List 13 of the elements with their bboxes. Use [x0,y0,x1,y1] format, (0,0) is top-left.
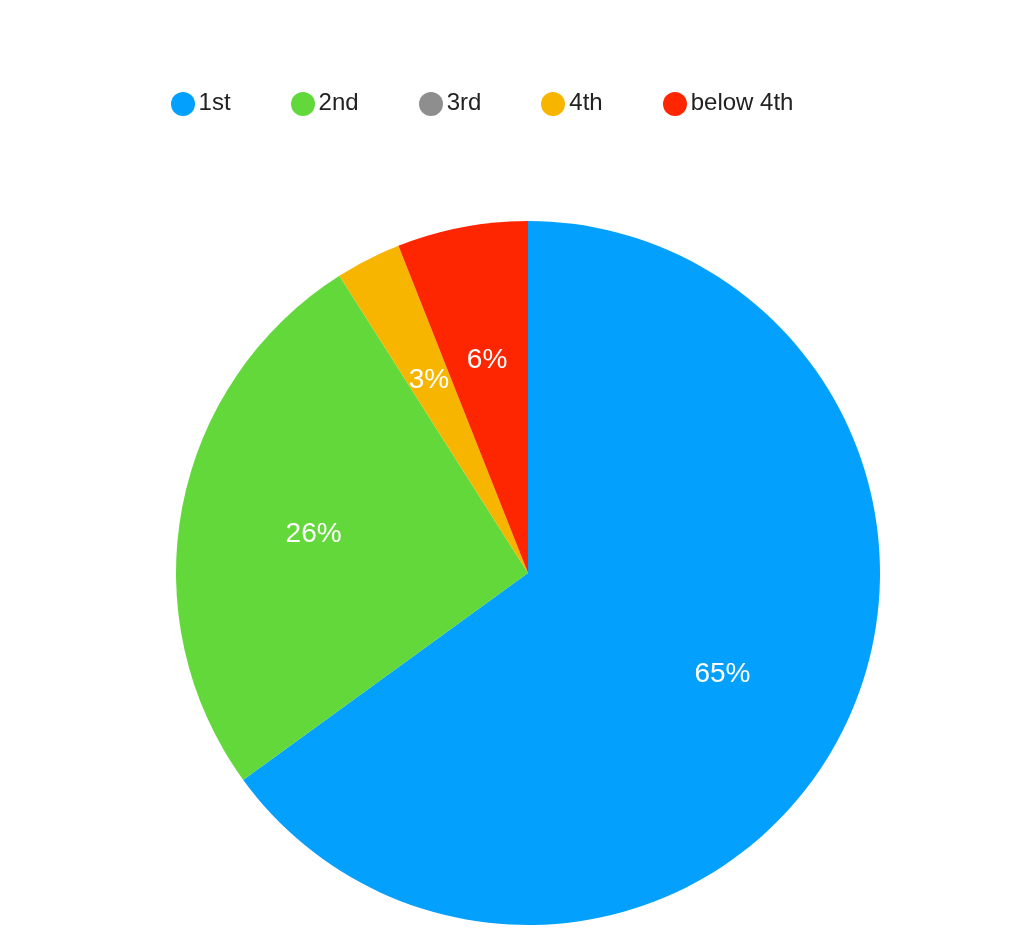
pie-slice [243,221,880,925]
data-label: 65% [694,656,751,688]
pie-slice [339,245,528,573]
data-label: 6% [466,343,508,375]
pie-slice [176,275,528,780]
legend-label: 4th [569,88,603,115]
pie-slice [398,221,528,573]
legend-label: 3rd [446,88,482,115]
legend-label: 2nd [318,88,359,115]
data-label: 3% [408,363,450,395]
legend-label: below 4th [690,88,794,115]
legend-label: 1st [198,88,231,115]
data-label: 26% [285,516,342,548]
